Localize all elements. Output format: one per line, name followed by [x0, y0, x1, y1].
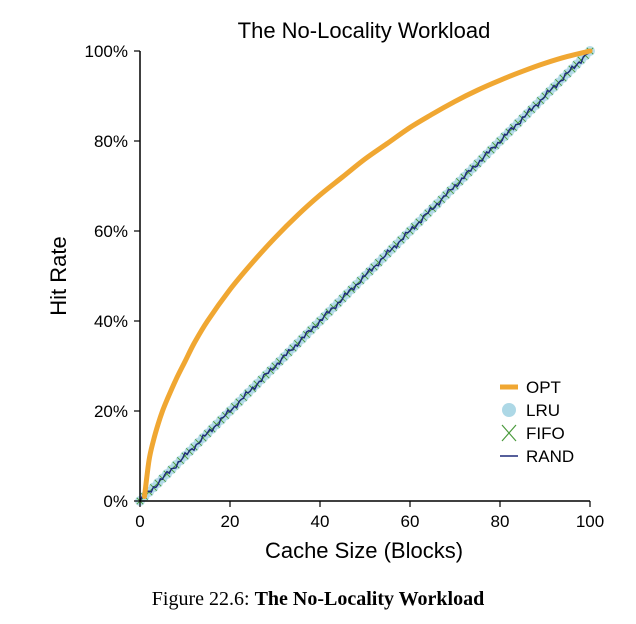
x-tick-label: 100: [576, 512, 604, 531]
x-axis-ticks: 0 20 40 60 80 100: [135, 501, 604, 531]
legend-swatch: [502, 403, 516, 417]
y-axis-label: Hit Rate: [46, 236, 71, 315]
caption-prefix: Figure 22.6:: [151, 588, 255, 610]
x-tick-label: 0: [135, 512, 144, 531]
y-tick-label: 40%: [94, 312, 128, 331]
y-tick-label: 20%: [94, 402, 128, 421]
legend-label: OPT: [526, 378, 561, 397]
hit-rate-chart: The No-Locality Workload 0% 20% 40% 60% 80% 1…: [46, 18, 604, 563]
y-tick-label: 80%: [94, 132, 128, 151]
opt-line: [142, 48, 593, 499]
y-tick-label: 100%: [85, 42, 128, 61]
legend-entry-opt: OPT: [500, 378, 561, 397]
x-tick-label: 60: [401, 512, 420, 531]
legend-label: LRU: [526, 401, 560, 420]
x-tick-label: 20: [221, 512, 240, 531]
y-axis-ticks: 0% 20% 40% 60% 80% 100%: [85, 42, 140, 511]
x-tick-label: 80: [491, 512, 510, 531]
legend-entry-fifo: FIFO: [501, 424, 565, 443]
caption-title: The No-Locality Workload: [254, 588, 485, 610]
legend: OPT LRU FIFO RAND: [500, 378, 574, 466]
legend-entry-rand: RAND: [500, 447, 574, 466]
y-tick-label: 0%: [103, 492, 128, 511]
y-tick-label: 60%: [94, 222, 128, 241]
legend-label: RAND: [526, 447, 574, 466]
rand-line: [139, 50, 591, 502]
legend-swatch: [501, 424, 517, 442]
legend-entry-lru: LRU: [502, 401, 560, 420]
legend-label: FIFO: [526, 424, 565, 443]
x-tick-label: 40: [311, 512, 330, 531]
plot-area: [135, 46, 595, 506]
chart-title: The No-Locality Workload: [238, 18, 491, 43]
x-axis-label: Cache Size (Blocks): [265, 538, 463, 563]
figure-caption: Figure 22.6: The No-Locality Workload: [0, 588, 636, 611]
